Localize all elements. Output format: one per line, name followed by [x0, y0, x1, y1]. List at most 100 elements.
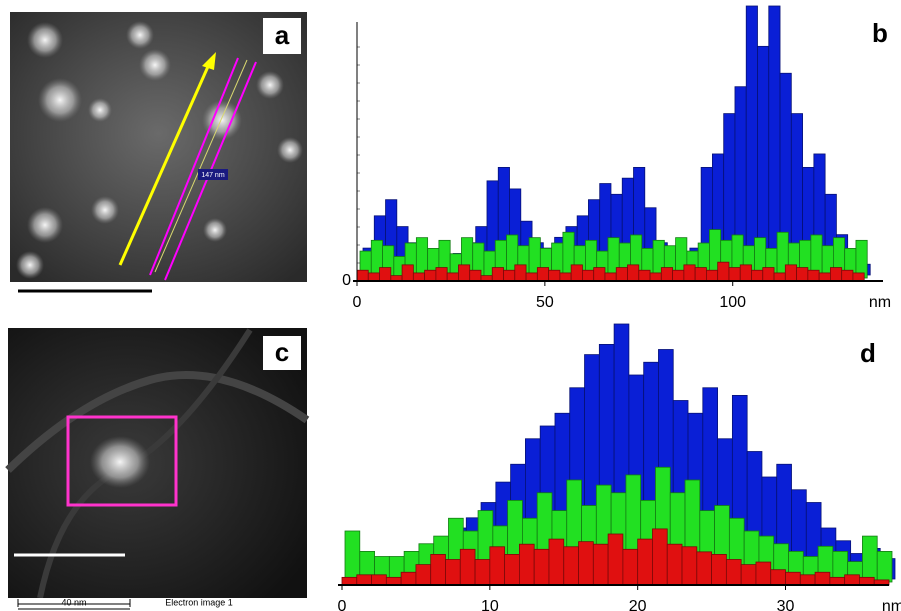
bar [740, 564, 757, 586]
x-tick-label: 100 [719, 294, 746, 311]
bar [415, 564, 432, 586]
bar [784, 264, 797, 282]
bar [844, 574, 860, 586]
x-tick-label: 10 [481, 598, 499, 611]
caption: Electron image 1 [165, 597, 233, 607]
bar [696, 551, 712, 586]
bar [652, 528, 668, 586]
bar [592, 543, 609, 586]
bar [638, 269, 651, 282]
bar [469, 269, 482, 282]
bar [504, 554, 520, 586]
bar [711, 554, 727, 586]
bar [341, 576, 358, 586]
bar [770, 569, 786, 586]
bar [525, 272, 538, 282]
bar [474, 559, 491, 586]
bar [694, 267, 707, 282]
bar [514, 264, 527, 282]
bar [519, 543, 535, 586]
bar [578, 541, 594, 586]
bar [876, 551, 893, 583]
bar [745, 5, 758, 276]
x-tick-label: 0 [353, 294, 362, 311]
micrograph-c [5, 328, 310, 611]
bar [666, 543, 683, 586]
bar [818, 272, 831, 282]
bar [489, 546, 506, 586]
bar [570, 264, 583, 282]
bar [814, 571, 831, 586]
bar [796, 267, 809, 282]
x-tick-label: 50 [536, 294, 554, 311]
bar [430, 554, 446, 586]
bar [559, 272, 572, 282]
bar [582, 269, 595, 282]
bar [459, 548, 476, 586]
bar [356, 574, 372, 586]
bar [852, 272, 865, 282]
x-tick-label: 0 [338, 598, 347, 611]
bar [367, 272, 380, 282]
bar [548, 538, 565, 586]
bar [446, 272, 459, 282]
bar [536, 267, 550, 282]
bar [412, 272, 426, 282]
bar [859, 576, 875, 586]
bar [593, 267, 606, 282]
x-axis-label: nm [869, 294, 891, 311]
bar [604, 272, 617, 282]
bar [649, 272, 662, 282]
bar [829, 576, 846, 586]
bar [607, 533, 624, 586]
bar [400, 571, 417, 586]
bar [773, 272, 786, 282]
micrograph-a [10, 12, 307, 293]
bar [627, 264, 640, 282]
bar [615, 267, 628, 282]
bar [751, 269, 764, 282]
bar [424, 269, 437, 282]
x-tick-label: 20 [629, 598, 647, 611]
bar [739, 264, 752, 282]
x-axis-label: nm [882, 598, 901, 611]
bar [706, 269, 719, 282]
bar [683, 264, 696, 282]
panel-label: d [860, 338, 876, 368]
bar [344, 530, 361, 583]
bar [725, 559, 742, 586]
bar [862, 535, 878, 583]
bar [533, 548, 550, 586]
bar [622, 548, 639, 586]
bar [830, 267, 843, 282]
bar [672, 269, 685, 282]
bar [785, 571, 801, 586]
bar [379, 267, 392, 282]
bar [435, 267, 448, 282]
bar [563, 546, 579, 586]
bar [762, 267, 775, 282]
bar [458, 264, 471, 282]
bar [855, 239, 868, 279]
bar [841, 269, 854, 282]
bar [445, 559, 461, 586]
annotation: 147 nm [201, 172, 225, 179]
bar [548, 269, 561, 282]
bar [799, 574, 816, 586]
bar [503, 269, 516, 282]
panel-label: a [275, 20, 290, 50]
bar [681, 546, 698, 586]
bar [717, 261, 730, 282]
panel-label: c [275, 337, 289, 367]
x-tick-label: 30 [777, 598, 795, 611]
bar [660, 267, 673, 282]
bar [371, 574, 387, 586]
bar [401, 264, 414, 282]
bar [356, 269, 369, 282]
y-tick-label: 0 [342, 272, 351, 289]
bar [491, 267, 504, 282]
scale-label: 40 nm [61, 597, 86, 607]
bar [728, 267, 741, 282]
